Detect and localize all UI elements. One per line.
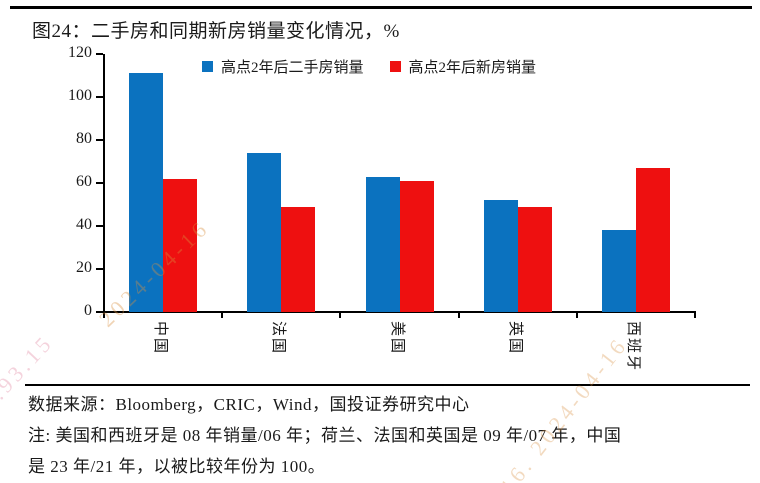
x-axis-tick [221, 312, 224, 318]
x-axis-category-label: 西班牙 [624, 321, 641, 373]
note-line-2: 是 23 年/21 年，以被比较年份为 100。 [28, 457, 326, 476]
y-axis-line [103, 54, 105, 313]
bar [483, 200, 518, 312]
y-axis-tick [96, 96, 103, 98]
bar [163, 178, 198, 312]
x-axis-line [103, 311, 696, 313]
note-line-1: 注: 美国和西班牙是 08 年销量/06 年；荷兰、法国和英国是 09 年/07… [28, 426, 622, 445]
y-axis-tick [96, 268, 103, 270]
x-axis-tick [575, 312, 578, 318]
y-axis-tick [96, 182, 103, 184]
x-axis-tick [103, 312, 105, 318]
x-axis-category-label: 法国 [270, 321, 287, 356]
bar [365, 176, 400, 312]
legend-label: 高点2年后二手房销量 [221, 60, 364, 76]
bar [601, 230, 636, 312]
y-axis-tick-label: 20 [76, 259, 92, 276]
figure-title: 图24：二手房和同期新房销量变化情况，% [32, 21, 400, 42]
y-axis-tick [96, 139, 103, 141]
chart-legend: 高点2年后二手房销量 高点2年后新房销量 [202, 56, 536, 77]
y-axis-tick-label: 40 [76, 216, 92, 233]
bottom-rule [25, 384, 750, 386]
y-axis-tick-label: 0 [84, 302, 92, 319]
legend-swatch [202, 61, 213, 72]
x-axis-category-label: 中国 [152, 321, 169, 356]
y-axis-tick [96, 53, 103, 55]
x-axis-category-label: 美国 [388, 321, 405, 356]
x-axis-tick [339, 312, 342, 318]
y-axis-tick-label: 60 [76, 173, 92, 190]
x-axis-tick [694, 312, 696, 318]
bar [399, 180, 434, 312]
legend-entry: 高点2年后二手房销量 [202, 56, 364, 77]
x-axis-tick [457, 312, 460, 318]
bar [129, 73, 164, 312]
bar [635, 167, 670, 312]
bar [247, 152, 282, 312]
y-axis-tick-label: 80 [76, 130, 92, 147]
legend-label: 高点2年后新房销量 [408, 60, 537, 76]
legend-swatch [389, 61, 401, 72]
y-axis-tick-label: 100 [68, 87, 92, 104]
legend-entry: 高点2年后新房销量 [389, 56, 537, 77]
x-axis-category-label: 英国 [506, 321, 523, 356]
source-line: 数据来源：Bloomberg，CRIC，Wind，国投证券研究中心 [28, 395, 470, 414]
bar [517, 206, 552, 312]
y-axis-tick [96, 225, 103, 227]
top-rule [10, 6, 752, 9]
y-axis-tick-label: 120 [68, 44, 92, 61]
y-axis-tick [96, 311, 103, 313]
bar [281, 206, 316, 312]
